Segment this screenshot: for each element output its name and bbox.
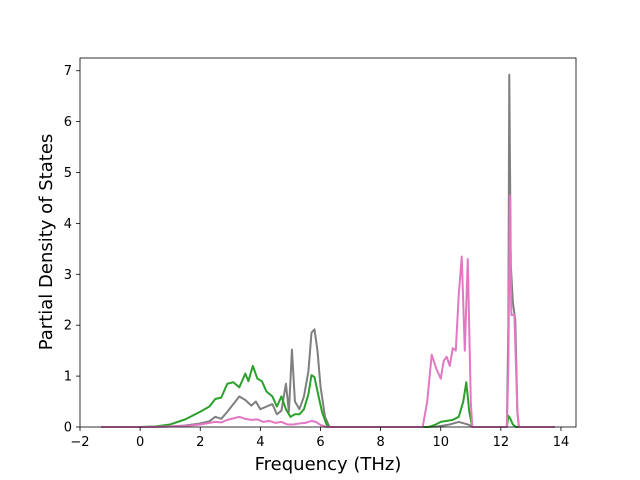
x-tick-label: −2 (70, 435, 89, 450)
y-tick-label: 6 (64, 115, 72, 130)
y-tick-label: 4 (64, 217, 72, 232)
x-axis-ticks: −2 0 2 4 6 8 10 12 14 (70, 427, 569, 450)
x-axis-title: Frequency (THz) (255, 454, 402, 475)
series-line-3 (101, 194, 555, 428)
series-line-2 (101, 364, 555, 428)
y-tick-label: 2 (64, 319, 72, 334)
y-tick-label: 1 (64, 370, 72, 385)
y-tick-label: 7 (64, 64, 72, 79)
y-tick-label: 3 (64, 268, 72, 283)
x-tick-label: 4 (256, 435, 264, 450)
y-axis-title: Partial Density of States (36, 134, 57, 351)
y-tick-label: 5 (64, 166, 72, 181)
series-layer (101, 73, 555, 428)
y-axis-ticks: 0 1 2 3 4 5 6 7 (64, 64, 80, 436)
x-tick-label: 10 (432, 435, 449, 450)
plot-area-frame (79, 57, 577, 428)
x-tick-label: 8 (376, 435, 384, 450)
x-tick-label: 2 (196, 435, 204, 450)
x-tick-label: 6 (316, 435, 324, 450)
x-tick-label: 0 (136, 435, 144, 450)
x-tick-label: 14 (553, 435, 570, 450)
y-tick-label: 0 (64, 421, 72, 436)
x-tick-label: 12 (493, 435, 510, 450)
